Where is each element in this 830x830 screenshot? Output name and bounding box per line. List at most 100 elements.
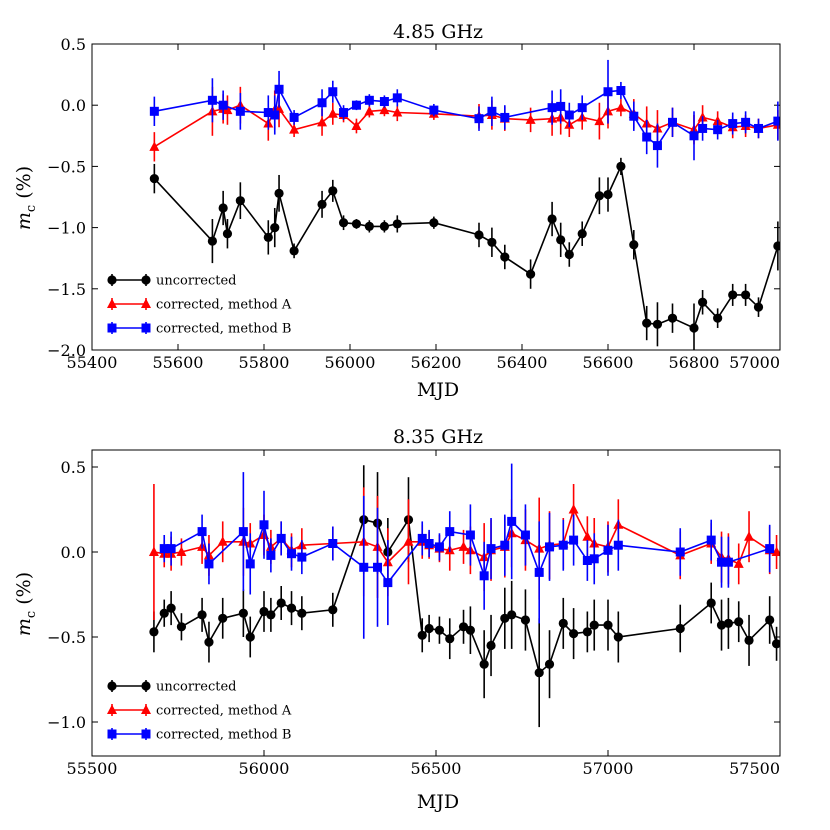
data-point xyxy=(289,112,299,122)
data-point xyxy=(434,625,445,635)
x-tick-label: 56200 xyxy=(411,353,462,372)
data-point xyxy=(507,516,517,526)
data-point xyxy=(207,236,217,246)
data-point xyxy=(613,632,623,642)
data-point xyxy=(338,218,349,228)
data-point xyxy=(728,290,738,300)
data-point xyxy=(445,527,455,537)
data-point xyxy=(392,107,403,117)
data-point xyxy=(603,620,613,630)
data-point xyxy=(276,598,286,608)
data-point xyxy=(773,116,780,126)
legend-label-method-b: corrected, method B xyxy=(156,322,291,337)
data-point xyxy=(204,559,214,569)
data-point xyxy=(197,527,207,537)
x-tick-label: 56400 xyxy=(497,353,548,372)
legend-marker xyxy=(141,323,151,333)
data-point xyxy=(589,620,599,630)
legend-label-uncorrected: uncorrected xyxy=(156,274,237,289)
data-point xyxy=(741,290,751,300)
legend-label-uncorrected: uncorrected xyxy=(156,680,237,695)
legend-entry-uncorrected: uncorrected xyxy=(107,680,237,695)
data-point xyxy=(594,191,605,201)
data-point xyxy=(149,627,159,637)
panel-4-85-ghz: 4.85 GHz MJD mc (%) 55400 55600 55800 56000… xyxy=(13,21,781,401)
data-point xyxy=(474,114,484,124)
x-axis-label: MJD xyxy=(417,379,459,401)
data-point xyxy=(204,637,214,647)
y-axis-label-unit: (%) xyxy=(13,572,35,611)
y-axis-label-symbol: m xyxy=(13,212,35,230)
data-point xyxy=(383,578,393,588)
data-point xyxy=(713,313,723,323)
data-point xyxy=(753,302,764,312)
data-point xyxy=(392,219,402,229)
data-point xyxy=(698,123,708,133)
data-point xyxy=(266,610,276,620)
data-point xyxy=(317,98,327,108)
data-point xyxy=(176,546,187,556)
data-point xyxy=(744,635,754,646)
data-point xyxy=(589,554,599,564)
data-point xyxy=(263,232,273,242)
data-point xyxy=(417,533,427,543)
data-point xyxy=(652,141,662,151)
data-point xyxy=(217,536,228,546)
plot-frame xyxy=(91,43,781,351)
data-point xyxy=(235,196,245,206)
data-point xyxy=(723,557,733,567)
data-point xyxy=(149,174,159,184)
y-tick-label: −1.5 xyxy=(47,280,86,299)
data-point xyxy=(364,221,374,231)
data-point xyxy=(754,123,763,133)
data-point xyxy=(534,668,544,678)
data-point xyxy=(359,562,369,572)
data-point xyxy=(667,313,678,323)
legend-label-method-b: corrected, method B xyxy=(156,728,291,743)
data-point xyxy=(245,559,255,569)
data-point xyxy=(773,241,780,251)
y-axis-label-unit: (%) xyxy=(13,166,35,205)
data-point xyxy=(379,97,389,107)
data-point xyxy=(270,110,280,120)
data-point xyxy=(465,625,475,635)
y-axis-label: mc (%) xyxy=(13,166,39,230)
data-point xyxy=(689,131,699,141)
y-tick-label: −0.5 xyxy=(47,157,86,176)
data-point xyxy=(520,615,531,625)
panel-title: 8.35 GHz xyxy=(393,426,483,448)
data-point xyxy=(675,623,685,634)
data-point xyxy=(339,108,349,118)
data-point xyxy=(166,603,176,613)
data-point xyxy=(507,610,517,620)
y-tick-label: 0.0 xyxy=(61,96,86,115)
series-line xyxy=(154,86,779,147)
legend-entry-uncorrected: uncorrected xyxy=(107,274,237,289)
legend-marker xyxy=(107,681,117,691)
x-tick-label: 57500 xyxy=(729,759,780,778)
data-point xyxy=(698,297,708,307)
y-tick-label: 0.5 xyxy=(61,35,86,54)
data-point xyxy=(652,319,663,329)
data-point xyxy=(603,87,613,97)
series-line xyxy=(153,507,777,566)
x-tick-label: 56500 xyxy=(411,759,462,778)
data-point xyxy=(500,252,510,262)
data-point xyxy=(417,630,427,640)
legend-marker xyxy=(141,275,151,285)
data-point xyxy=(465,530,475,540)
data-point xyxy=(668,117,677,127)
data-point xyxy=(545,542,555,552)
data-point xyxy=(534,567,544,577)
data-point xyxy=(274,188,284,198)
data-point xyxy=(392,93,402,103)
data-point xyxy=(429,105,439,115)
x-tick-label: 57000 xyxy=(729,353,780,372)
data-point xyxy=(327,108,338,118)
data-point xyxy=(297,552,307,562)
data-point xyxy=(218,100,228,110)
data-point xyxy=(259,606,269,617)
data-point xyxy=(500,112,510,122)
y-axis-label-subscript: c xyxy=(24,205,39,212)
